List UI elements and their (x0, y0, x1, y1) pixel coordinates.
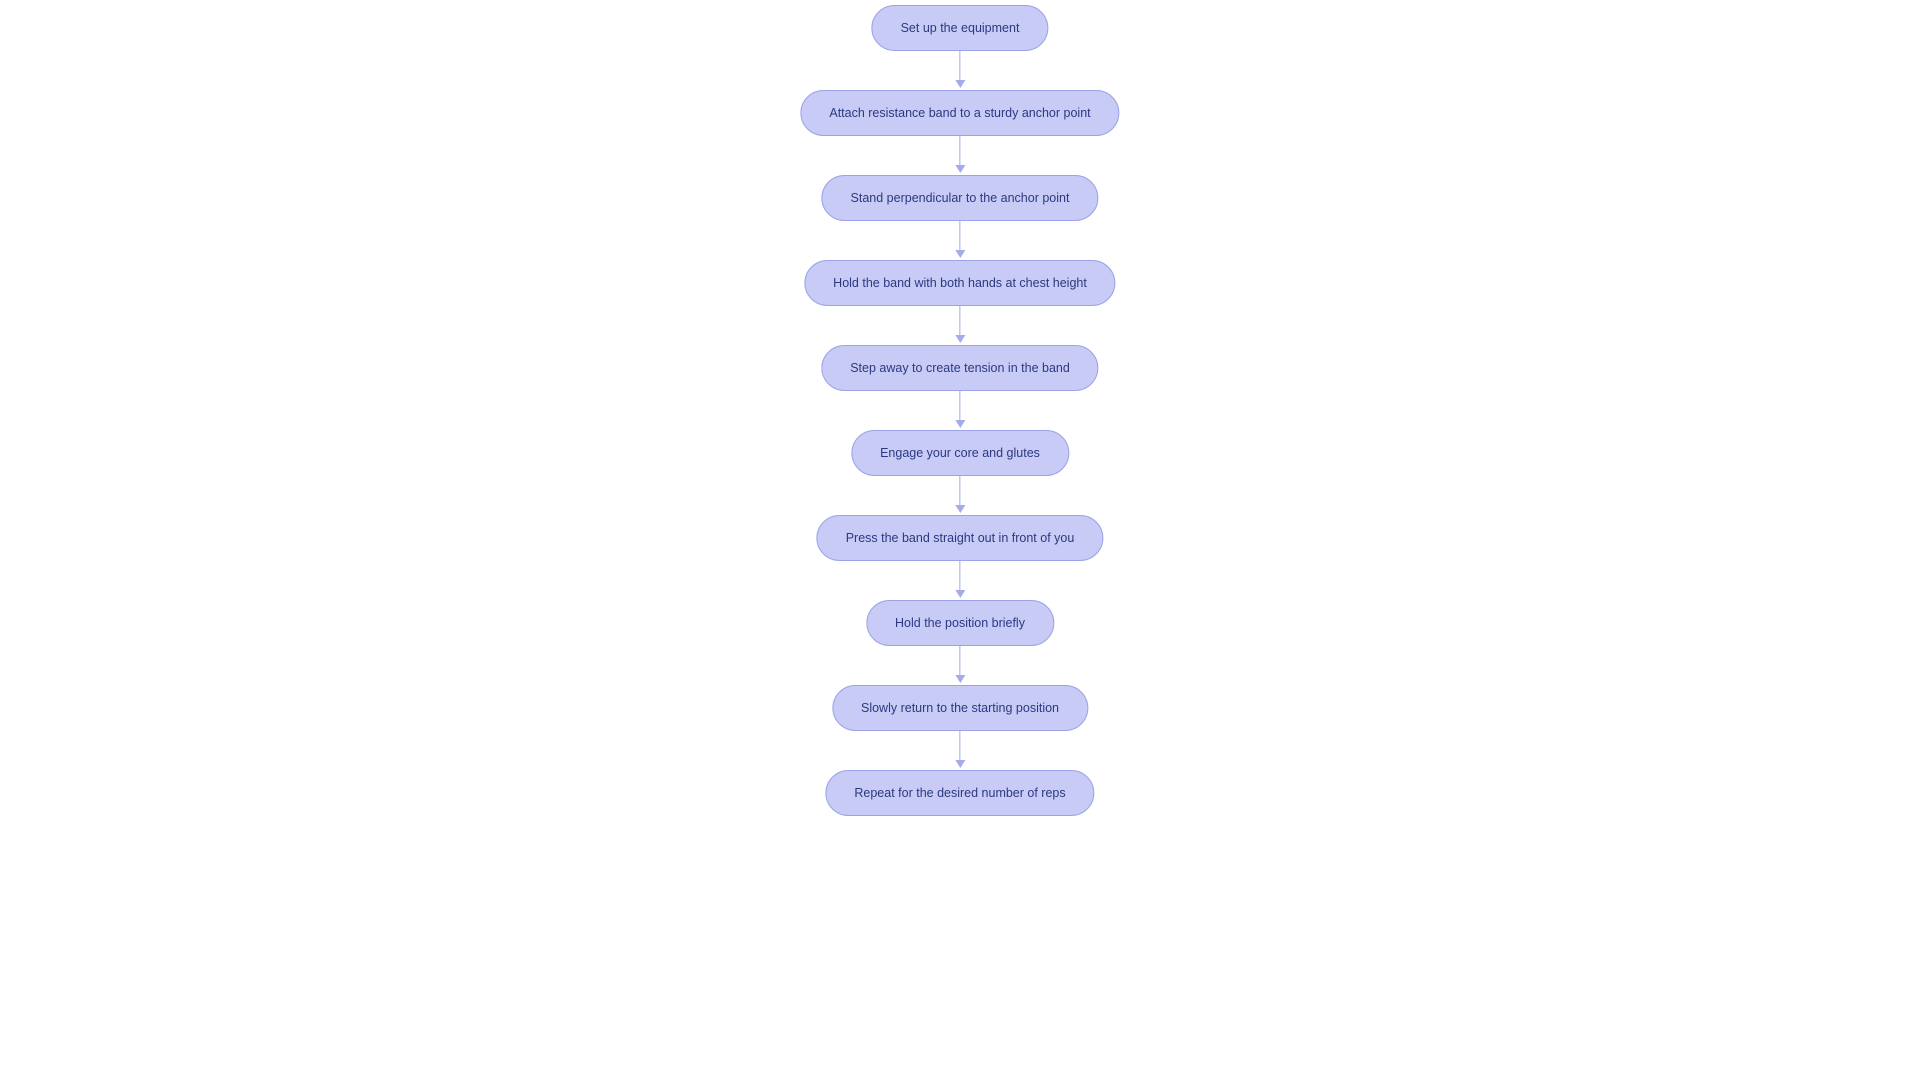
flow-node-label: Step away to create tension in the band (850, 361, 1070, 375)
flow-node: Attach resistance band to a sturdy ancho… (800, 90, 1119, 136)
connector-line (960, 731, 961, 761)
arrow-down-icon (955, 760, 965, 768)
flow-connector (955, 221, 965, 260)
flow-node: Hold the position briefly (866, 600, 1054, 646)
flow-connector (955, 51, 965, 90)
connector-line (960, 391, 961, 421)
arrow-down-icon (955, 250, 965, 258)
flow-node: Step away to create tension in the band (821, 345, 1099, 391)
flow-node: Set up the equipment (872, 5, 1049, 51)
connector-line (960, 306, 961, 336)
flow-node-label: Press the band straight out in front of … (846, 531, 1075, 545)
arrow-down-icon (955, 590, 965, 598)
arrow-down-icon (955, 420, 965, 428)
flow-connector (955, 476, 965, 515)
flow-node: Slowly return to the starting position (832, 685, 1088, 731)
connector-line (960, 51, 961, 81)
flow-node: Repeat for the desired number of reps (825, 770, 1094, 816)
flow-node: Stand perpendicular to the anchor point (822, 175, 1099, 221)
arrow-down-icon (955, 505, 965, 513)
flow-node: Engage your core and glutes (851, 430, 1069, 476)
connector-line (960, 136, 961, 166)
flow-connector (955, 391, 965, 430)
flow-node-label: Hold the position briefly (895, 616, 1025, 630)
flow-node-label: Stand perpendicular to the anchor point (851, 191, 1070, 205)
arrow-down-icon (955, 165, 965, 173)
flow-connector (955, 561, 965, 600)
flowchart-container: Set up the equipment Attach resistance b… (800, 5, 1119, 816)
connector-line (960, 561, 961, 591)
arrow-down-icon (955, 675, 965, 683)
connector-line (960, 221, 961, 251)
flow-connector (955, 136, 965, 175)
arrow-down-icon (955, 80, 965, 88)
flow-connector (955, 306, 965, 345)
flow-node: Press the band straight out in front of … (817, 515, 1104, 561)
flow-node: Hold the band with both hands at chest h… (804, 260, 1116, 306)
flow-node-label: Engage your core and glutes (880, 446, 1040, 460)
flow-connector (955, 731, 965, 770)
connector-line (960, 476, 961, 506)
flow-node-label: Attach resistance band to a sturdy ancho… (829, 106, 1090, 120)
flow-node-label: Hold the band with both hands at chest h… (833, 276, 1087, 290)
flow-node-label: Set up the equipment (901, 21, 1020, 35)
flow-node-label: Repeat for the desired number of reps (854, 786, 1065, 800)
connector-line (960, 646, 961, 676)
flow-connector (955, 646, 965, 685)
arrow-down-icon (955, 335, 965, 343)
flow-node-label: Slowly return to the starting position (861, 701, 1059, 715)
